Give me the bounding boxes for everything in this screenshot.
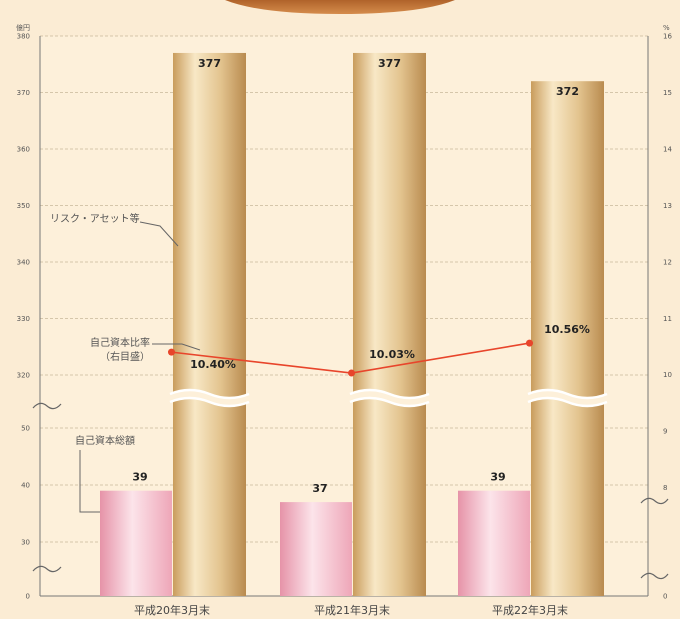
capital-value-label: 37: [312, 482, 327, 495]
left-axis-unit: 億円: [16, 23, 30, 32]
bars: [100, 52, 604, 596]
left-tick-label: 30: [21, 539, 30, 547]
right-tick-label: 13: [663, 202, 672, 210]
labels: 377 39 平成20年3月末 377 37 平成21年3月末 372 39 平成22年3月末 1…: [50, 57, 590, 617]
ratio-annotation-sub: （右目盛）: [100, 350, 150, 363]
ratio-value-label: 10.03%: [369, 348, 415, 361]
bar-break-line: [349, 388, 430, 400]
right-axis-unit: %: [663, 24, 670, 32]
left-tick-label: 50: [21, 425, 30, 433]
right-tick-label: 9: [663, 428, 667, 436]
left-tick-label: 330: [17, 315, 30, 323]
capital-bar: [458, 490, 530, 596]
left-axis-break-mark: [32, 402, 62, 410]
ratio-point: [348, 369, 355, 377]
category-label: 平成22年3月末: [492, 603, 568, 617]
bar-break-line: [527, 396, 608, 408]
right-tick-label: 10: [663, 371, 672, 379]
risk-assets-bar: [531, 81, 604, 596]
capital-value-label: 39: [490, 471, 505, 484]
capital-value-label: 39: [132, 471, 147, 484]
category-label: 平成20年3月末: [134, 603, 210, 617]
bar-break-line: [169, 396, 250, 408]
annotation-leader: [139, 221, 179, 247]
bar-break-gap: [528, 390, 607, 406]
right-tick-label: 16: [663, 33, 672, 41]
left-tick-label: 340: [17, 259, 30, 267]
left-tick-label: 350: [17, 202, 30, 210]
right-tick-label: 15: [663, 89, 672, 97]
right-tick-label: 12: [663, 258, 672, 266]
axes: 0 30 40 50 320 330 340 350 360 370 380 0 8 9 10 11 12 13 1…: [16, 23, 672, 601]
left-tick-label: 360: [17, 146, 30, 154]
right-axis-break-mark: [640, 572, 669, 580]
left-tick-label: 320: [17, 372, 30, 380]
capital-bar: [100, 490, 172, 596]
right-axis-break-mark: [640, 497, 669, 505]
risk-assets-annotation: リスク・アセット等: [50, 212, 140, 225]
ratio-value-label: 10.56%: [544, 323, 590, 336]
right-tick-label: 8: [663, 484, 667, 492]
top-decoration: [225, 0, 455, 14]
risk-assets-bar: [353, 52, 426, 596]
right-tick-label: 0: [663, 593, 667, 601]
axis-breaks: [32, 388, 669, 580]
ratio-value-label: 10.40%: [190, 358, 236, 371]
category-label: 平成21年3月末: [314, 603, 390, 617]
right-tick-label: 11: [663, 315, 672, 323]
bar-break-gap: [170, 390, 249, 406]
ratio-point: [526, 339, 533, 347]
left-tick-label: 380: [17, 33, 30, 41]
risk-assets-bar: [173, 52, 246, 596]
ratio-point: [168, 348, 175, 356]
left-tick-label: 40: [21, 482, 30, 490]
annotation-leader: [79, 450, 100, 513]
bar-break-line: [527, 388, 608, 400]
right-tick-label: 14: [663, 145, 672, 153]
bar-break-gap: [350, 390, 429, 406]
risk-assets-value-label: 372: [556, 85, 579, 98]
ratio-annotation: 自己資本比率: [90, 336, 150, 349]
bar-break-line: [349, 396, 430, 408]
annotation-leader: [152, 343, 201, 351]
left-tick-label: 0: [26, 593, 30, 601]
capital-annotation: 自己資本総額: [75, 434, 135, 447]
bar-break-line: [169, 388, 250, 400]
risk-assets-value-label: 377: [378, 57, 401, 70]
left-axis-break-mark: [32, 565, 62, 573]
left-tick-label: 370: [17, 89, 30, 97]
ratio-line: [168, 339, 533, 377]
capital-bar: [280, 502, 352, 596]
risk-assets-value-label: 377: [198, 57, 221, 70]
